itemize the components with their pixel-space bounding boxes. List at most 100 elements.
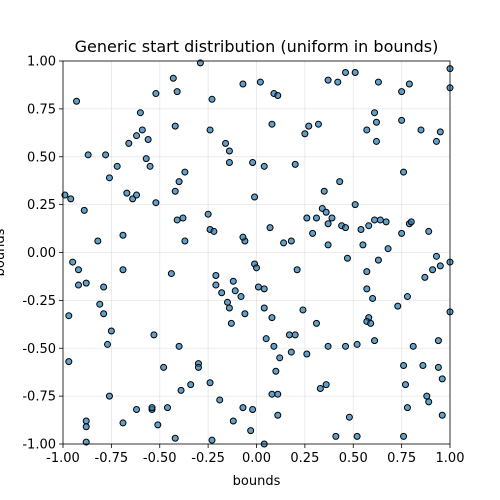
- data-point: [82, 279, 90, 287]
- y-axis-ticks: -1.00 -0.75 -0.50 -0.25 0.00 0.25 0.50 0.75 1.00: [22, 55, 63, 453]
- data-point: [171, 187, 179, 195]
- data-point: [305, 122, 313, 130]
- data-point: [268, 390, 276, 398]
- data-point: [222, 139, 230, 147]
- data-point: [384, 245, 392, 253]
- data-point: [181, 237, 189, 245]
- data-point: [227, 319, 235, 327]
- data-point: [303, 214, 311, 222]
- data-point: [175, 178, 183, 186]
- data-point: [268, 120, 276, 128]
- data-point: [312, 319, 320, 327]
- data-point: [225, 158, 233, 166]
- data-point: [312, 214, 320, 222]
- data-point: [328, 214, 336, 222]
- data-point: [372, 118, 380, 126]
- data-point: [357, 226, 365, 234]
- chart-title: Generic start distribution (uniform in b…: [75, 37, 439, 56]
- data-point: [160, 363, 168, 371]
- data-point: [177, 386, 185, 394]
- data-point: [419, 361, 427, 369]
- data-point: [438, 375, 446, 383]
- data-point: [251, 193, 259, 201]
- data-point: [324, 342, 332, 350]
- data-point: [367, 319, 375, 327]
- data-point: [173, 88, 181, 96]
- data-point: [324, 241, 332, 249]
- x-axis-label: bounds: [233, 474, 281, 489]
- data-point: [144, 136, 152, 144]
- data-point: [353, 432, 361, 440]
- data-point: [371, 216, 379, 224]
- data-point: [65, 312, 73, 320]
- data-point: [82, 423, 90, 431]
- data-point: [262, 335, 270, 343]
- data-point: [371, 337, 379, 345]
- x-tick-label: 0.50: [339, 451, 368, 466]
- data-point: [407, 218, 415, 226]
- data-point: [363, 268, 371, 276]
- data-point: [119, 231, 127, 239]
- data-point: [138, 126, 146, 134]
- data-point: [398, 229, 406, 237]
- data-point: [421, 273, 429, 281]
- data-point: [65, 358, 73, 366]
- data-point: [374, 256, 382, 264]
- data-point: [84, 151, 92, 159]
- data-point: [369, 294, 377, 302]
- data-point: [320, 187, 328, 195]
- data-point: [82, 438, 90, 446]
- data-point: [343, 254, 351, 262]
- data-point: [409, 342, 417, 350]
- data-point: [229, 417, 237, 425]
- data-point: [218, 289, 226, 297]
- data-point: [260, 304, 268, 312]
- data-points: [61, 59, 454, 448]
- data-point: [146, 162, 154, 170]
- data-point: [363, 285, 371, 293]
- data-point: [105, 174, 113, 182]
- data-point: [345, 413, 353, 421]
- data-point: [74, 266, 82, 274]
- data-point: [429, 266, 437, 274]
- data-point: [436, 262, 444, 270]
- data-point: [194, 363, 202, 371]
- data-point: [322, 381, 330, 389]
- data-point: [154, 421, 162, 429]
- y-tick-label: 1.00: [27, 55, 56, 70]
- data-point: [239, 233, 247, 241]
- data-point: [94, 237, 102, 245]
- data-point: [150, 331, 158, 339]
- data-point: [351, 68, 359, 76]
- data-point: [119, 266, 127, 274]
- data-point: [125, 139, 133, 147]
- data-point: [142, 155, 150, 163]
- data-point: [425, 227, 433, 235]
- data-point: [175, 342, 183, 350]
- data-point: [74, 281, 82, 289]
- data-point: [80, 206, 88, 214]
- data-point: [394, 302, 402, 310]
- data-point: [372, 137, 380, 145]
- data-point: [208, 436, 216, 444]
- data-point: [216, 396, 224, 404]
- data-point: [136, 109, 144, 117]
- x-axis-ticks: -1.00 -0.75 -0.50 -0.25 0.00 0.25 0.50 0.75 1.00: [46, 444, 464, 466]
- data-point: [322, 208, 330, 216]
- data-point: [423, 392, 431, 400]
- data-point: [398, 116, 406, 124]
- data-point: [102, 151, 110, 159]
- data-point: [181, 168, 189, 176]
- data-point: [179, 214, 187, 222]
- data-point: [73, 97, 81, 105]
- data-point: [163, 404, 171, 412]
- data-point: [100, 310, 108, 318]
- data-point: [403, 404, 411, 412]
- data-point: [324, 220, 332, 228]
- data-point: [152, 199, 160, 207]
- data-point: [268, 314, 276, 322]
- data-point: [225, 304, 233, 312]
- y-tick-label: -0.75: [22, 390, 56, 405]
- data-point: [82, 417, 90, 425]
